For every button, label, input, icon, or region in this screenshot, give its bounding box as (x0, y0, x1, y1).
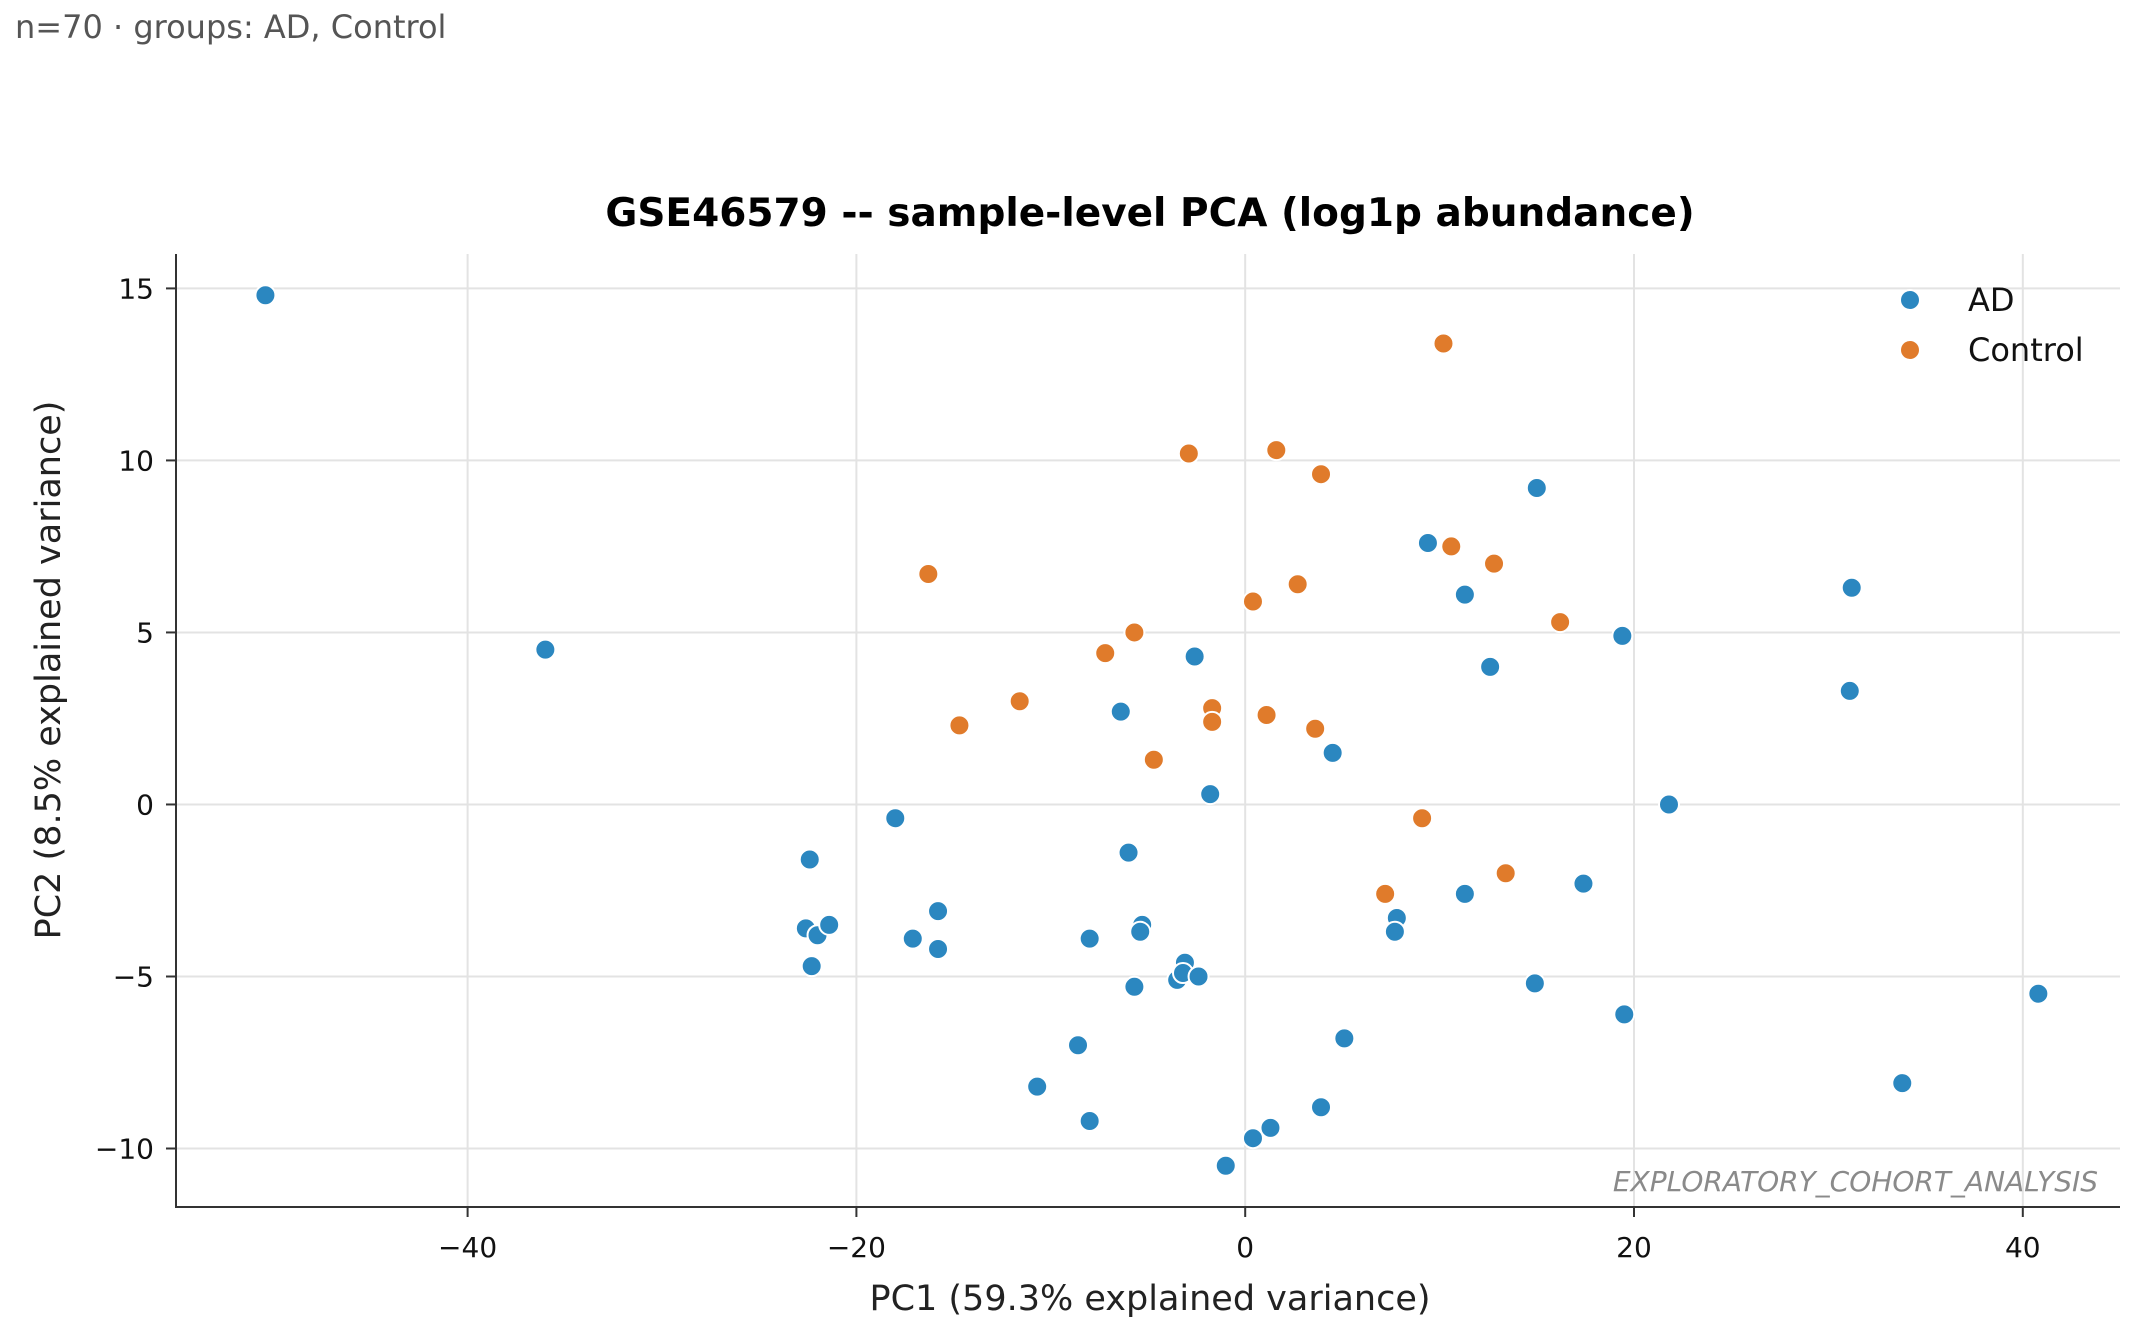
data-point-control (1310, 463, 1333, 486)
data-point-control (1374, 882, 1397, 905)
data-point-ad (1891, 1072, 1914, 1095)
data-point-ad (1310, 1096, 1333, 1119)
legend-label-ad: AD (1968, 281, 2015, 319)
data-point-control (1432, 332, 1455, 355)
x-tick-label: 20 (1616, 1231, 1652, 1264)
data-point-ad (800, 955, 823, 978)
chart-title: GSE46579 -- sample-level PCA (log1p abun… (605, 191, 1694, 236)
data-point-ad (818, 913, 841, 936)
data-point-ad (798, 848, 821, 871)
data-point-ad (1241, 1127, 1264, 1150)
data-point-control (1440, 535, 1463, 558)
data-point-ad (1199, 783, 1222, 806)
data-point-control (1201, 710, 1224, 733)
y-axis-label: PC2 (8.5% explained variance) (29, 401, 69, 940)
data-point-ad (1026, 1075, 1049, 1098)
data-point-ad (927, 937, 950, 960)
y-tick-label: 0 (136, 788, 154, 821)
data-point-ad (1525, 476, 1548, 499)
data-point-ad (1613, 1003, 1636, 1026)
data-point-control (1255, 704, 1278, 727)
data-point-control (1265, 439, 1288, 462)
legend-label-control: Control (1968, 331, 2084, 369)
data-point-ad (1657, 793, 1680, 816)
data-point-ad (1453, 583, 1476, 606)
data-point-control (1483, 552, 1506, 575)
data-point-control (1304, 717, 1327, 740)
data-point-ad (1321, 741, 1344, 764)
data-point-ad (901, 927, 924, 950)
data-point-ad (2027, 982, 2050, 1005)
data-point-control (1008, 690, 1031, 713)
data-point-ad (1109, 700, 1132, 723)
data-point-ad (1383, 920, 1406, 943)
data-point-ad (1067, 1034, 1090, 1057)
data-point-ad (1572, 872, 1595, 895)
data-point-control (1411, 807, 1434, 830)
x-tick-label: 40 (2005, 1231, 2041, 1264)
data-point-control (1094, 642, 1117, 665)
data-point-ad (1479, 655, 1502, 678)
data-point-control (1286, 573, 1309, 596)
axes: −40 −20 0 20 40 −10 −5 0 5 10 15 (95, 254, 2120, 1264)
watermark-label: EXPLORATORY_COHORT_ANALYSIS (1613, 1165, 2098, 1198)
data-point-ad (1453, 882, 1476, 905)
data-point-control (1142, 748, 1165, 771)
y-tick-label: 5 (136, 616, 154, 649)
data-point-ad (1183, 645, 1206, 668)
data-point-control (948, 714, 971, 737)
x-tick-label: 0 (1236, 1231, 1254, 1264)
y-tick-label: 10 (118, 444, 154, 477)
data-point-control (1123, 621, 1146, 644)
data-point-ad (1840, 576, 1863, 599)
legend: AD Control (1899, 281, 2084, 369)
data-point-ad (1123, 975, 1146, 998)
data-point-ad (1078, 1109, 1101, 1132)
data-point-ad (1117, 841, 1140, 864)
data-point-ad (1214, 1154, 1237, 1177)
sample-summary-caption: n=70 · groups: AD, Control (15, 8, 447, 46)
data-point-ad (534, 638, 557, 661)
data-point-control (917, 562, 940, 585)
data-points (254, 284, 2050, 1177)
data-point-control (1494, 862, 1517, 885)
gridlines (176, 254, 2120, 1207)
data-point-ad (254, 284, 277, 307)
data-point-ad (1611, 624, 1634, 647)
data-point-ad (1078, 927, 1101, 950)
x-tick-label: −40 (438, 1231, 497, 1264)
y-tick-label: −5 (113, 960, 154, 993)
data-point-ad (1838, 679, 1861, 702)
data-point-control (1241, 590, 1264, 613)
data-point-control (1177, 442, 1200, 465)
data-point-ad (1187, 965, 1210, 988)
y-tick-label: −10 (95, 1133, 154, 1166)
data-point-ad (927, 900, 950, 923)
data-point-ad (884, 807, 907, 830)
data-point-control (1549, 611, 1572, 634)
data-point-ad (1259, 1116, 1282, 1139)
x-tick-label: −20 (827, 1231, 886, 1264)
data-point-ad (1129, 920, 1152, 943)
data-point-ad (1523, 972, 1546, 995)
data-point-ad (1416, 531, 1439, 554)
y-tick-label: 15 (118, 272, 154, 305)
x-axis-label: PC1 (59.3% explained variance) (869, 1279, 1430, 1319)
legend-marker-control (1899, 339, 1921, 361)
data-point-ad (1333, 1027, 1356, 1050)
legend-marker-ad (1899, 289, 1921, 311)
